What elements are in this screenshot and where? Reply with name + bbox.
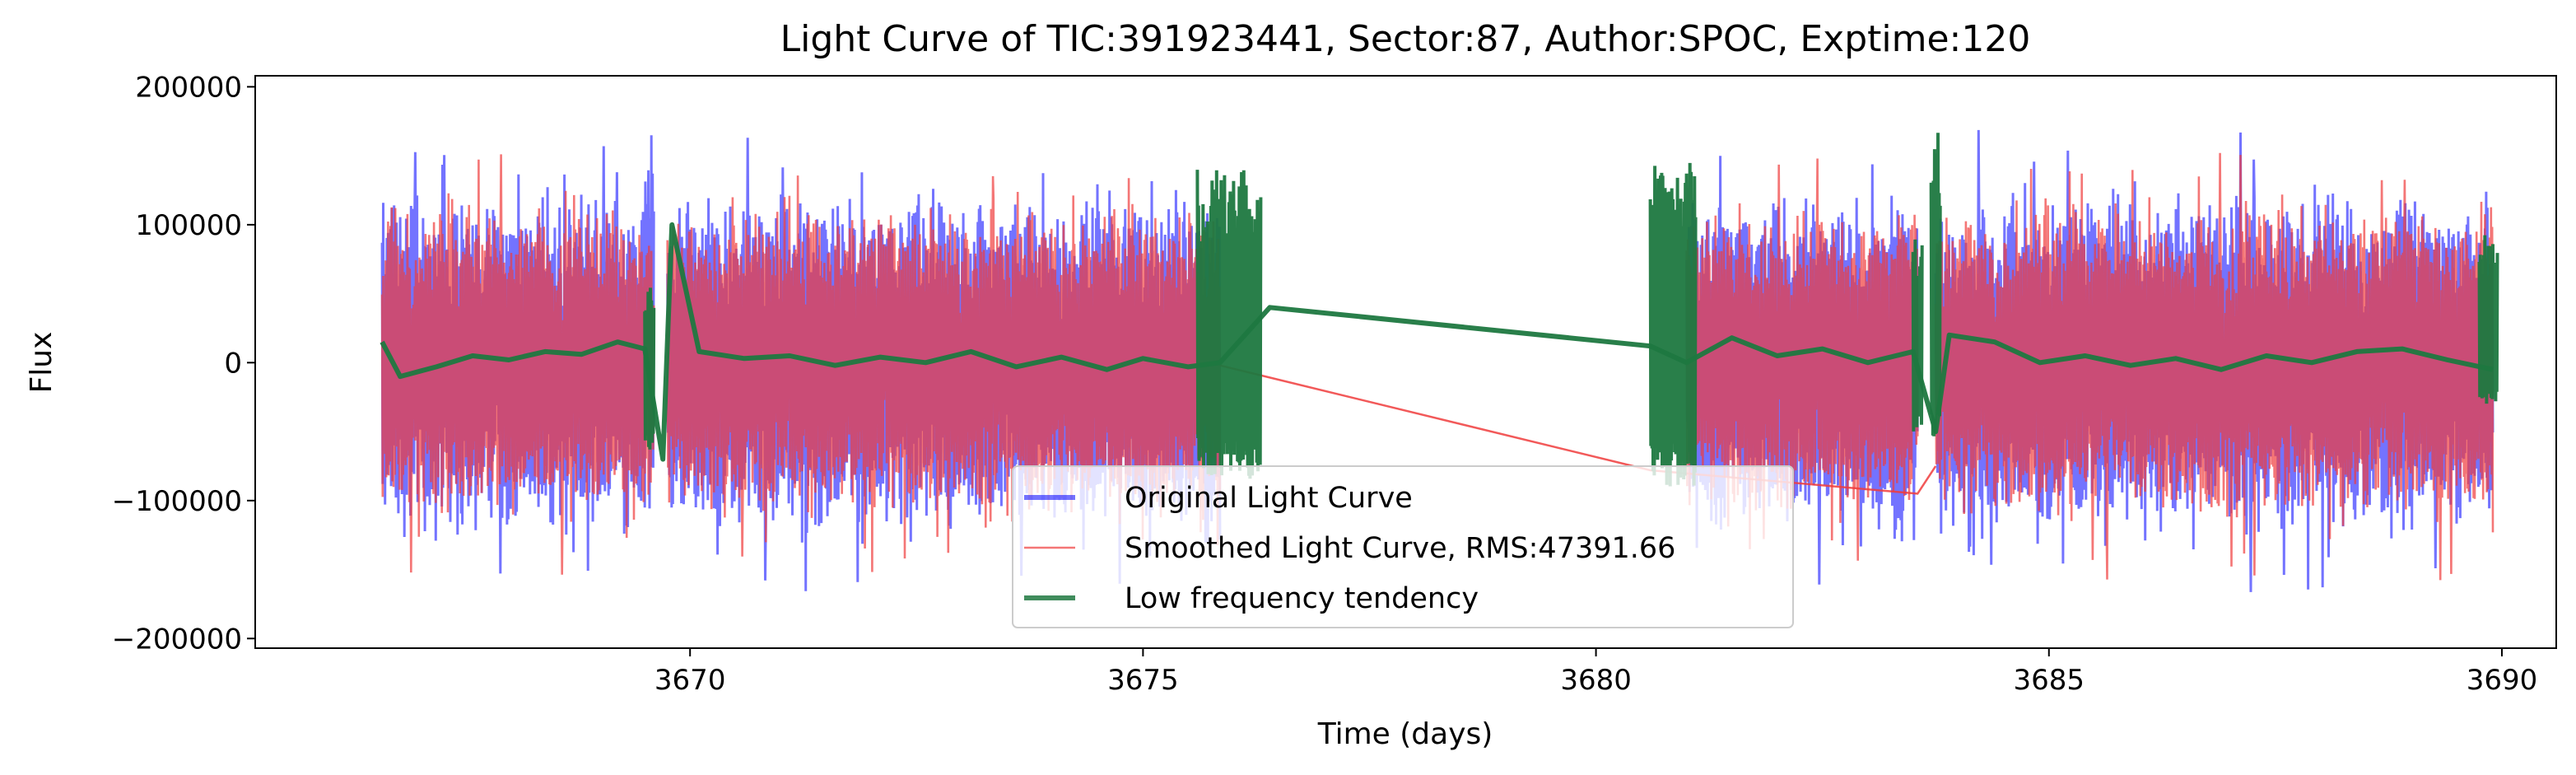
legend: Original Light Curve Smoothed Light Curve…	[1012, 465, 1794, 628]
y-axis: 200000 100000 0 −100000 −200000	[112, 71, 255, 656]
x-tick-label: 3690	[2467, 664, 2538, 697]
low-frequency-trend-line	[380, 222, 2494, 462]
x-tick-label: 3685	[2014, 664, 2085, 697]
trend-oscillation	[1911, 239, 1924, 432]
y-tick-label: 100000	[135, 209, 242, 242]
legend-label: Low frequency tendency	[1125, 582, 1479, 615]
smoothed-flux-segment	[1685, 158, 1919, 561]
x-tick-label: 3670	[654, 664, 726, 697]
y-axis-label: Flux	[25, 332, 58, 394]
x-axis-label: Time (days)	[1317, 717, 1493, 751]
legend-box	[1012, 465, 1794, 628]
legend-label: Smoothed Light Curve, RMS:47391.66	[1125, 532, 1675, 565]
legend-label: Original Light Curve	[1125, 482, 1413, 515]
chart-title: Light Curve of TIC:391923441, Sector:87,…	[780, 18, 2031, 60]
x-tick-label: 3680	[1560, 664, 1632, 697]
y-tick-label: −100000	[112, 485, 242, 518]
y-tick-label: −200000	[112, 623, 242, 656]
x-axis: 3670 3675 3680 3685 3690	[654, 648, 2537, 697]
trend-oscillation	[1648, 162, 1698, 487]
y-tick-label: 0	[224, 347, 242, 380]
trend-oscillation	[1195, 170, 1263, 479]
trend-oscillation	[1929, 133, 1942, 437]
series-layer	[380, 129, 2499, 592]
trend-oscillation	[2477, 235, 2499, 404]
x-tick-label: 3675	[1107, 664, 1179, 697]
smoothed-flux-segment	[380, 154, 655, 575]
y-tick-label: 200000	[135, 71, 242, 104]
smoothed-flux-segment	[666, 175, 1222, 572]
